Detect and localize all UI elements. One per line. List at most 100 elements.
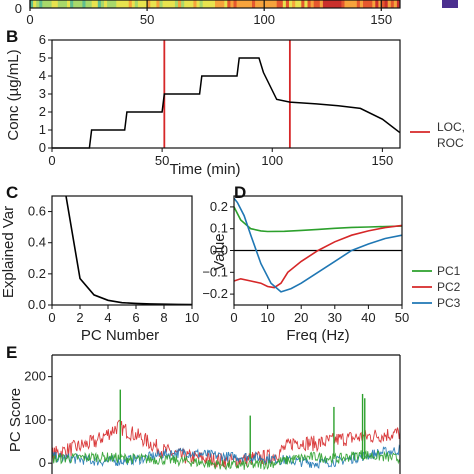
panel-c-ytick-label-1: 0.2 <box>28 266 46 281</box>
heatmap-cell <box>54 0 59 8</box>
panel-b-ytick-label-4: 4 <box>39 68 46 83</box>
heatmap-cell <box>60 0 65 8</box>
heatmap-cell <box>45 0 49 8</box>
panel-b-legend: LOC, ROC <box>410 120 465 150</box>
pc-loading-line-pc1 <box>233 206 403 233</box>
panel-d-ytick-label-4: 0.2 <box>210 199 228 214</box>
panel-d-xlabel: Freq (Hz) <box>286 327 349 344</box>
panel-d-xtick-label-2: 20 <box>294 310 308 325</box>
panel-d-xtick-label-5: 50 <box>395 310 409 325</box>
heatmap-cell <box>292 0 296 8</box>
heatmap-cell <box>322 0 327 8</box>
heatmap-cell <box>313 0 318 8</box>
heatmap-xtick-label-1: 50 <box>140 12 154 27</box>
heatmap-cell <box>261 0 265 8</box>
heatmap-cell <box>273 0 278 8</box>
heatmap-cell <box>304 0 308 8</box>
heatmap-cell <box>178 0 182 8</box>
panel-d-ylabel: Value <box>211 233 228 270</box>
heatmap-cell <box>366 0 370 8</box>
panel-c-frame <box>51 195 193 306</box>
heatmap-cell <box>30 0 34 8</box>
panel-d-ytick-label-0: −0.2 <box>202 286 228 301</box>
heatmap-cell <box>393 0 398 8</box>
heatmap-cell <box>156 0 160 8</box>
panel-c-ytick-label-3: 0.6 <box>28 204 46 219</box>
heatmap-cell <box>63 0 68 8</box>
heatmap-cell <box>270 0 275 8</box>
panel-c-xtick-label-2: 4 <box>104 310 111 325</box>
heatmap-cell <box>199 0 204 8</box>
heatmap-cell <box>384 0 389 8</box>
heatmap-cell <box>144 0 148 8</box>
heatmap-cell <box>147 0 151 8</box>
panel-e-ytick-label-1: 100 <box>24 412 46 427</box>
panel-b-xlabel: Time (min) <box>169 161 240 178</box>
heatmap-cell <box>267 0 271 8</box>
heatmap-cell <box>116 0 120 8</box>
heatmap-cell <box>137 0 142 8</box>
panel-b-ytick-label-3: 3 <box>39 86 46 101</box>
heatmap-cell <box>122 0 127 8</box>
heatmap-cell <box>33 0 37 8</box>
panel-d-legend: PC1 PC2 PC3 <box>412 264 461 310</box>
heatmap-cell <box>252 0 256 8</box>
heatmap-cell <box>353 0 358 8</box>
heatmap-cell <box>94 0 99 8</box>
heatmap-cell <box>356 0 361 8</box>
heatmap-cell <box>88 0 93 8</box>
heatmap-cell <box>332 0 336 8</box>
heatmap-cell <box>57 0 62 8</box>
legend-label-pc2: PC2 <box>437 280 461 294</box>
concentration-line <box>52 57 401 149</box>
panel-e-label: E <box>6 343 17 362</box>
panel-d-xtick-label-4: 40 <box>361 310 375 325</box>
panel-d-ytick-label-3: 0.1 <box>210 221 228 236</box>
heatmap-cell <box>329 0 333 8</box>
legend-label-pc3: PC3 <box>437 296 461 310</box>
panel-a-heatmap: 0 0 50 100 150 <box>15 0 458 27</box>
heatmap-cell <box>100 0 105 8</box>
heatmap-cell <box>378 0 382 8</box>
heatmap-xtick-label-2: 100 <box>253 12 275 27</box>
pc-loading-line-pc3 <box>233 197 403 293</box>
legend-loc: LOC, <box>437 120 465 134</box>
heatmap-cell <box>310 0 315 8</box>
heatmap-cell <box>67 0 71 8</box>
heatmap-cell <box>107 0 111 8</box>
heatmap-cell <box>190 0 194 8</box>
heatmap-cell <box>319 0 324 8</box>
heatmap-cell <box>159 0 164 8</box>
heatmap-cell <box>221 0 225 8</box>
heatmap-cell <box>97 0 102 8</box>
panel-b-xtick-label-2: 100 <box>261 153 283 168</box>
heatmap-cell <box>82 0 86 8</box>
panel-b-axes: 0 50 100 150 0 1 2 3 4 5 6 <box>39 32 401 168</box>
heatmap-cell <box>113 0 117 8</box>
panel-c-ytick-label-0: 0.0 <box>28 297 46 312</box>
panel-b-ytick-label-2: 2 <box>39 104 46 119</box>
panel-e-ytick-label-0: 0 <box>39 455 46 470</box>
panel-e-ytick-label-2: 200 <box>24 369 46 384</box>
heatmap-cell <box>150 0 154 8</box>
heatmap-cell <box>396 0 401 8</box>
heatmap-cell <box>359 0 364 8</box>
heatmap-cell <box>236 0 241 8</box>
heatmap-cell <box>104 0 108 8</box>
heatmap-cell <box>239 0 244 8</box>
heatmap-cell <box>110 0 114 8</box>
heatmap-cell <box>372 0 376 8</box>
heatmap-cell <box>316 0 321 8</box>
heatmap-cell <box>51 0 56 8</box>
heatmap-cell <box>76 0 80 8</box>
heatmap-cell <box>162 0 167 8</box>
heatmap-cell <box>196 0 201 8</box>
heatmap-cell <box>141 0 145 8</box>
heatmap-cell <box>125 0 130 8</box>
heatmap-cell <box>181 0 185 8</box>
heatmap-cell <box>79 0 83 8</box>
heatmap-xtick-label-3: 150 <box>370 12 392 27</box>
panel-d-ytick-label-2: 0.0 <box>210 243 228 258</box>
heatmap-cell <box>174 0 179 8</box>
